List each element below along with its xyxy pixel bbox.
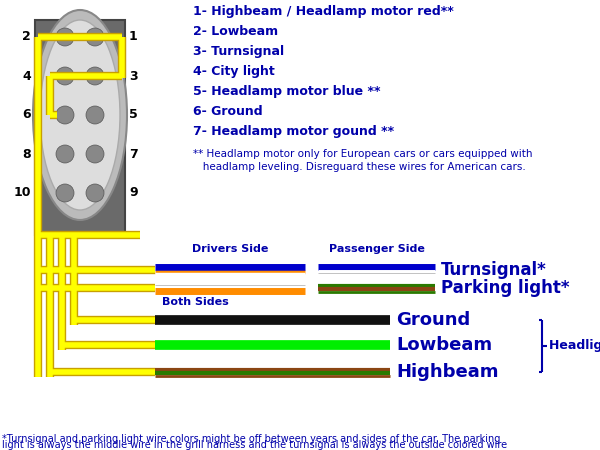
Bar: [35, 20, 125, 235]
Text: Parking light*: Parking light*: [441, 279, 569, 297]
Circle shape: [86, 67, 104, 85]
Text: 1: 1: [129, 31, 138, 44]
Text: 2- Lowbeam: 2- Lowbeam: [193, 25, 278, 38]
Text: 6: 6: [22, 108, 31, 122]
Circle shape: [56, 145, 74, 163]
Text: Drivers Side: Drivers Side: [192, 244, 268, 254]
Ellipse shape: [33, 10, 127, 220]
Circle shape: [56, 67, 74, 85]
Text: Turnsignal*: Turnsignal*: [441, 261, 547, 279]
Circle shape: [86, 184, 104, 202]
Text: light is always the middle wire in the grill harness and the turnsignal is alway: light is always the middle wire in the g…: [2, 440, 507, 450]
Circle shape: [86, 145, 104, 163]
Text: 7- Headlamp motor gound **: 7- Headlamp motor gound **: [193, 125, 394, 138]
Text: 3- Turnsignal: 3- Turnsignal: [193, 45, 284, 58]
Text: 5- Headlamp motor blue **: 5- Headlamp motor blue **: [193, 85, 380, 98]
Circle shape: [56, 106, 74, 124]
Text: Lowbeam: Lowbeam: [396, 336, 492, 354]
Text: ** Headlamp motor only for European cars or cars equipped with: ** Headlamp motor only for European cars…: [193, 149, 533, 159]
Text: Headlight Plug: Headlight Plug: [549, 339, 600, 352]
Text: Passenger Side: Passenger Side: [329, 244, 424, 254]
Circle shape: [86, 28, 104, 46]
Text: 3: 3: [129, 69, 137, 82]
Text: Both Sides: Both Sides: [162, 297, 229, 307]
Text: 6- Ground: 6- Ground: [193, 105, 263, 118]
Text: 10: 10: [14, 186, 31, 199]
Text: Ground: Ground: [396, 311, 470, 329]
Text: 4: 4: [22, 69, 31, 82]
Circle shape: [86, 106, 104, 124]
Text: 4- City light: 4- City light: [193, 65, 275, 78]
Circle shape: [56, 28, 74, 46]
Ellipse shape: [40, 20, 120, 210]
Text: 5: 5: [129, 108, 138, 122]
Text: headlamp leveling. Disreguard these wires for American cars.: headlamp leveling. Disreguard these wire…: [193, 162, 526, 172]
Text: *Turnsignal and parking light wire colors might be off between years and sides o: *Turnsignal and parking light wire color…: [2, 434, 500, 444]
Text: 8: 8: [22, 148, 31, 161]
Text: 2: 2: [22, 31, 31, 44]
Circle shape: [56, 184, 74, 202]
Text: 9: 9: [129, 186, 137, 199]
Text: 1- Highbeam / Headlamp motor red**: 1- Highbeam / Headlamp motor red**: [193, 5, 454, 18]
Text: Highbeam: Highbeam: [396, 363, 499, 381]
Text: 7: 7: [129, 148, 138, 161]
